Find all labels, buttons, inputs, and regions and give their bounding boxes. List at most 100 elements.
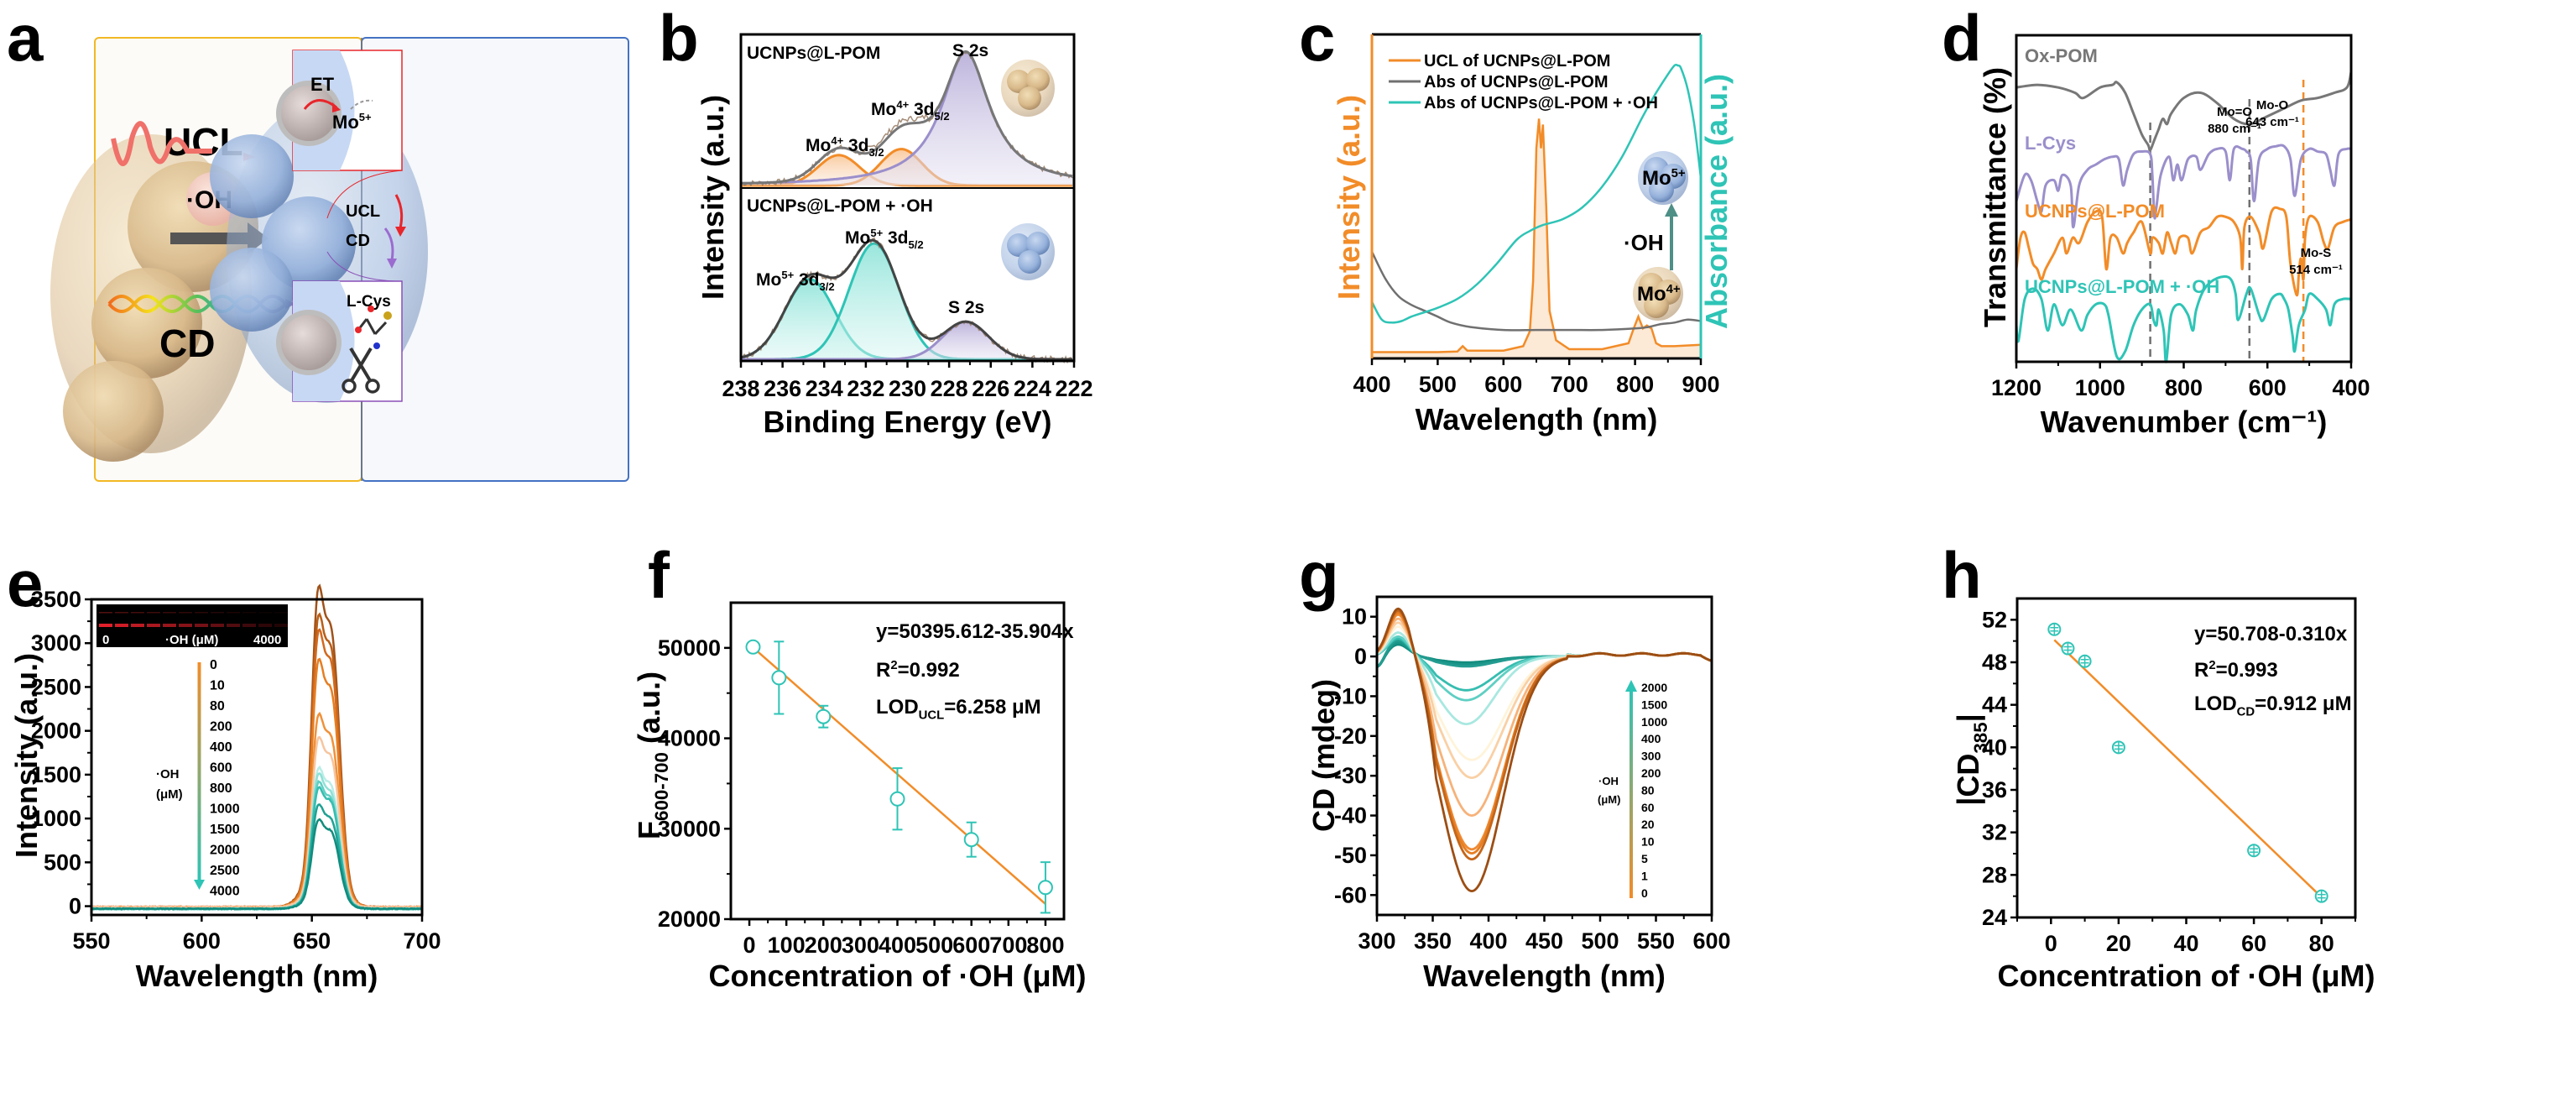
red-band	[227, 624, 240, 627]
cd-spectrum-line	[1375, 611, 1713, 855]
cd-right-label: CD	[346, 232, 370, 250]
legend-label: Abs of UCNPs@L-POM	[1424, 73, 1609, 91]
y-tick-label: 500	[44, 849, 81, 875]
limit-of-detection: LODUCL=6.258 μM	[876, 696, 1041, 723]
legend-concentration: 1500	[210, 823, 240, 837]
band-label: Mo-S	[2301, 246, 2332, 260]
x-axis-label: Wavenumber (cm⁻¹)	[2041, 405, 2328, 439]
arrow-head	[1625, 680, 1637, 692]
x-tick-label: 300	[842, 933, 879, 958]
y-tick-label: 50000	[658, 635, 721, 661]
x-tick-label: 600	[183, 928, 221, 954]
x-tick-label: 400	[1469, 928, 1507, 954]
emission-spectrum-line	[91, 711, 423, 909]
y-tick-label: -10	[1334, 683, 1367, 708]
data-point	[963, 832, 979, 848]
fit-line	[2053, 639, 2323, 898]
emission-spectrum-line	[91, 612, 422, 909]
y-tick-label: 32	[1982, 820, 2007, 845]
legend-concentration: 1	[1641, 869, 1648, 882]
limit-of-detection-part: LOD	[2194, 692, 2237, 715]
red-band-faint	[115, 612, 128, 614]
legend-concentration: 20	[1641, 818, 1655, 831]
envelope-line	[740, 50, 1073, 185]
peak-label: Mo4+ 3d5/2	[871, 98, 950, 123]
y-tick-label: -40	[1334, 803, 1367, 828]
y-tick-label: 1500	[31, 762, 81, 787]
legend-concentration: 2500	[210, 864, 240, 878]
panel-d-frame	[2015, 34, 2353, 363]
x-tick-label: 300	[1358, 928, 1395, 954]
panel-e-emission-chart: e 0 ·OH (μM) 4000 0 10 80 200 400 600 800 1000 1500 2…	[7, 546, 441, 993]
panel-a-schematic: a UCL CD ·OH	[7, 1, 629, 482]
x-tick-label: 600	[952, 933, 990, 958]
y-axis-label-part: 600-700	[651, 752, 672, 821]
peak-fill	[741, 279, 1074, 359]
peak-label-part: 3d	[883, 228, 908, 248]
y-tick-label: 24	[1982, 905, 2007, 930]
red-band-faint	[258, 612, 272, 614]
particle	[1644, 293, 1669, 318]
l-cys-label: L-Cys	[347, 293, 391, 311]
mo4-label-part: Mo	[1637, 283, 1666, 306]
x-tick-label: 600	[1692, 928, 1730, 954]
emission-spectrum-line	[91, 780, 423, 911]
peak-fill	[741, 51, 1074, 186]
x-tick-label: 400	[1353, 372, 1390, 397]
limit-of-detection-part: LOD	[876, 696, 919, 719]
legend-concentration: 300	[1641, 750, 1661, 763]
x-tick-label: 222	[1055, 376, 1092, 401]
mo4-label-part: 4+	[1666, 283, 1681, 296]
legend-title-unit: (μM)	[1598, 793, 1620, 806]
inset-label-right: 4000	[253, 633, 281, 647]
emission-spectrum-line	[91, 657, 423, 909]
red-band-faint	[242, 612, 256, 614]
y-tick-label: -30	[1334, 763, 1367, 788]
x-tick-label: 400	[879, 933, 916, 958]
x-tick-label: 600	[2249, 375, 2287, 400]
particle	[1018, 86, 1041, 110]
red-band-faint	[195, 612, 208, 614]
x-tick-label: 500	[915, 933, 953, 958]
x-tick-label: 550	[72, 928, 110, 954]
emission-spectrum-line	[91, 803, 423, 911]
data-point	[889, 791, 905, 807]
peak-label-part: 4+	[896, 98, 909, 111]
legend-concentration: 400	[1641, 732, 1661, 745]
y-axis-label: Intensity (a.u.)	[696, 95, 730, 300]
x-tick-label: 650	[293, 928, 331, 954]
x-tick-label: 600	[1484, 372, 1522, 397]
emission-spectrum-line	[91, 818, 423, 911]
legend-title: ·OH	[156, 767, 180, 781]
x-axis-label: Wavelength (nm)	[1423, 959, 1666, 993]
lower-sample-label: UCNPs@L-POM + ·OH	[747, 196, 933, 216]
panel-letter-e: e	[7, 546, 43, 620]
limit-of-detection-part: =6.258 μM	[944, 696, 1040, 719]
x-tick-label: 700	[403, 928, 441, 954]
red-band	[274, 624, 288, 627]
y-tick-label: 40000	[658, 726, 721, 751]
x-tick-label: 1200	[1991, 375, 2042, 400]
x-tick-label: 40	[2173, 931, 2198, 956]
x-tick-label: 1000	[2075, 375, 2125, 400]
series-line-2	[1370, 63, 1703, 324]
y-axis-label-left: Intensity (a.u.)	[1332, 95, 1366, 300]
panel-letter-a: a	[7, 1, 44, 75]
limit-of-detection-part: UCL	[919, 709, 945, 723]
band-wavenumber: 514 cm⁻¹	[2289, 263, 2343, 277]
red-band-faint	[99, 612, 112, 614]
scissors-icon	[342, 347, 380, 394]
inset-label-middle: ·OH (μM)	[165, 633, 218, 647]
x-tick-label: 800	[1026, 933, 1064, 958]
molecule-icon	[355, 306, 392, 349]
x-axis-label: Concentration of ·OH (μM)	[1998, 959, 2375, 993]
cd-label: CD	[159, 321, 215, 365]
particle	[1007, 70, 1030, 93]
x-tick-label: 700	[1551, 372, 1588, 397]
arrow-head	[194, 880, 205, 890]
y-axis-label: F600-700 (a.u.)	[632, 672, 672, 839]
legend-concentration: 60	[1641, 801, 1655, 814]
band-label: Mo-O	[2256, 98, 2289, 112]
data-point	[1037, 880, 1053, 896]
